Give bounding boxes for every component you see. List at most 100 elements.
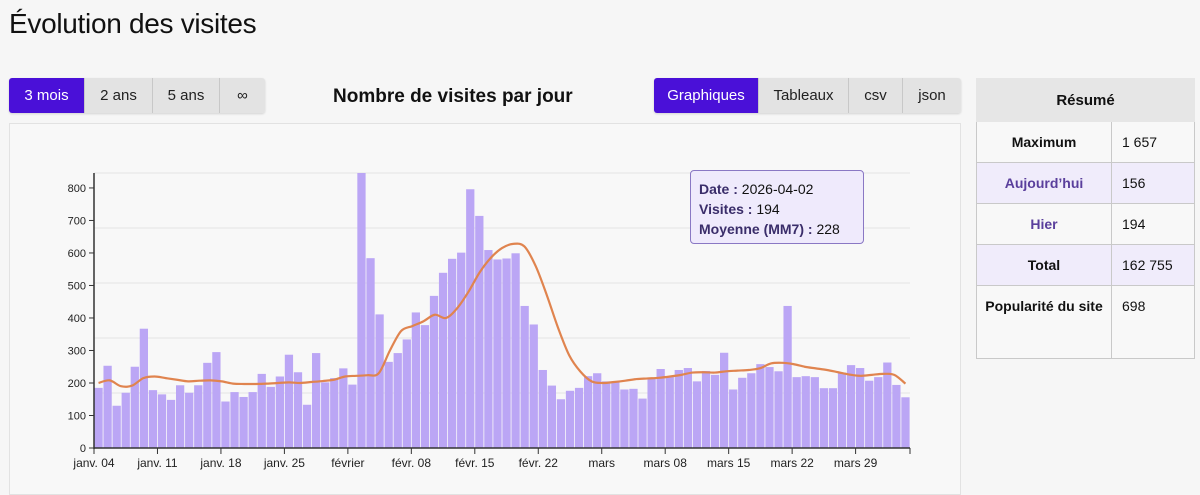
range-5-years-button[interactable]: 5 ans [153,78,220,113]
bar[interactable] [629,388,638,448]
bar[interactable] [112,405,121,448]
bar[interactable] [611,381,620,448]
bar[interactable] [203,362,212,448]
bar[interactable] [810,377,819,448]
bar[interactable] [402,339,411,448]
range-2-years-button[interactable]: 2 ans [85,78,153,113]
bar[interactable] [139,328,148,448]
bar[interactable] [466,189,475,448]
bar[interactable] [720,352,729,448]
bar[interactable] [892,384,901,448]
bar[interactable] [330,378,339,448]
bar[interactable] [620,389,629,448]
bar[interactable] [94,387,103,448]
bar[interactable] [484,250,493,448]
bar[interactable] [475,215,484,448]
bar[interactable] [774,371,783,448]
bar[interactable] [239,396,248,448]
bar[interactable] [339,368,348,448]
bar[interactable] [448,258,457,448]
bar[interactable] [801,376,810,448]
bar[interactable] [520,305,529,448]
bar[interactable] [593,373,602,448]
bar[interactable] [756,364,765,448]
bar[interactable] [384,361,393,448]
bar[interactable] [148,390,158,448]
bar[interactable] [438,272,448,448]
bar[interactable] [874,377,883,448]
bar[interactable] [221,401,230,448]
bar[interactable] [901,397,910,448]
range-all-button[interactable]: ∞ [220,78,265,113]
bar[interactable] [357,173,366,448]
bar[interactable] [765,367,774,448]
bar[interactable] [312,353,321,448]
bar[interactable] [856,368,865,448]
bar[interactable] [176,385,185,448]
bar[interactable] [375,314,384,448]
bar[interactable] [275,376,284,448]
view-tables-button[interactable]: Tableaux [759,78,849,113]
bar[interactable] [502,258,511,448]
bar[interactable] [420,325,430,448]
bar[interactable] [556,399,566,448]
bar[interactable] [348,384,357,448]
bar[interactable] [819,388,828,448]
bar[interactable] [321,382,330,448]
bar[interactable] [738,377,747,448]
bar[interactable] [194,385,203,448]
view-csv-button[interactable]: csv [849,78,903,113]
bar[interactable] [647,378,656,448]
bar[interactable] [638,398,647,448]
bar[interactable] [547,385,556,448]
range-3-months-button[interactable]: 3 mois [9,78,85,113]
bar[interactable] [865,380,874,448]
bar[interactable] [665,376,674,448]
bar[interactable] [683,368,692,448]
view-json-button[interactable]: json [903,78,961,113]
bar[interactable] [692,381,702,448]
bar[interactable] [701,370,711,448]
bar[interactable] [230,392,239,448]
bar[interactable] [166,399,176,448]
bar[interactable] [411,312,420,448]
bar[interactable] [257,373,266,448]
visits-chart[interactable]: 0 100 200 300 400 500 600 700 800 janv. 04 janv. 1… [0,0,960,488]
bar[interactable] [293,372,303,448]
bar[interactable] [883,362,892,448]
bar[interactable] [157,394,167,448]
bar[interactable] [846,365,856,448]
bar[interactable] [493,259,502,448]
bar[interactable] [103,365,112,448]
bar[interactable] [538,369,547,448]
bar[interactable] [302,404,312,448]
bar[interactable] [837,372,847,448]
bar[interactable] [574,387,584,448]
bar[interactable] [511,253,520,448]
bar[interactable] [783,305,792,448]
bar[interactable] [565,390,575,448]
bar[interactable] [747,373,756,448]
bar[interactable] [121,392,130,448]
bar[interactable] [130,366,139,448]
bar[interactable] [185,392,194,448]
bar[interactable] [529,324,538,448]
bar[interactable] [429,295,439,448]
bar[interactable] [248,392,257,448]
bar[interactable] [284,354,294,448]
y-tick-label: 600 [68,248,86,260]
bar[interactable] [792,377,801,448]
bar[interactable] [828,388,838,448]
bar[interactable] [366,258,375,448]
view-charts-button[interactable]: Graphiques [654,78,759,113]
bar[interactable] [710,374,720,448]
bar[interactable] [584,376,593,448]
bar[interactable] [266,386,275,448]
bar[interactable] [674,369,683,448]
bar[interactable] [457,252,466,448]
bar[interactable] [212,352,221,448]
bar[interactable] [602,381,611,448]
bar[interactable] [393,353,402,448]
bar[interactable] [656,369,665,448]
bar[interactable] [729,389,738,448]
